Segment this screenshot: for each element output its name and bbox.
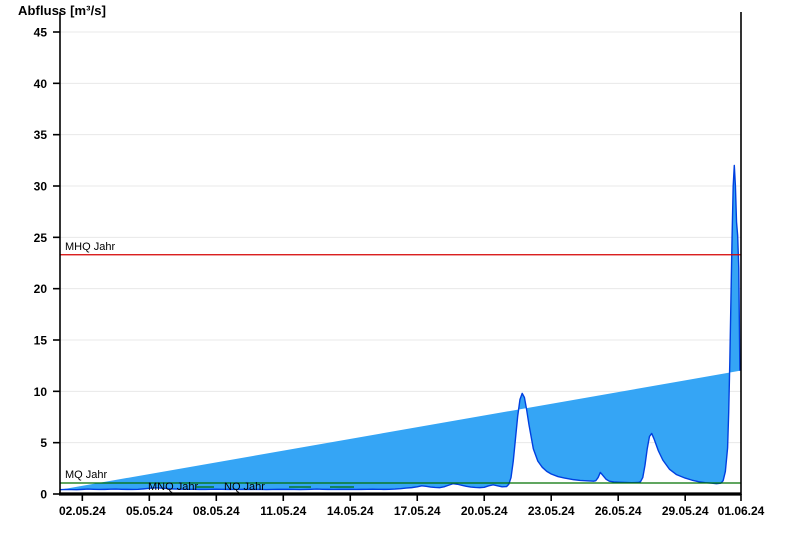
- x-tick-label: 20.05.24: [461, 504, 508, 518]
- threshold-label-mhq-jahr: MHQ Jahr: [65, 241, 115, 253]
- discharge-area-series: [59, 164, 741, 491]
- y-tick-label: 15: [34, 334, 48, 348]
- y-tick-label: 25: [34, 231, 48, 245]
- discharge-line: [59, 164, 741, 491]
- axis-group: [59, 12, 742, 496]
- threshold-labels-group: MHQ Jahr MQ Jahr MNQ Jahr NQ Jahr: [65, 241, 354, 493]
- x-tick-label: 08.05.24: [193, 504, 240, 518]
- y-tick-label: 20: [34, 282, 48, 296]
- page-title: Abfluss [m³/s]: [18, 3, 107, 18]
- x-tick-label: 17.05.24: [394, 504, 441, 518]
- x-tick-label: 23.05.24: [528, 504, 575, 518]
- threshold-label-nq-jahr: NQ Jahr: [224, 481, 265, 493]
- y-tick-label: 30: [34, 180, 48, 194]
- x-tick-label: 26.05.24: [595, 504, 642, 518]
- y-axis-ticks: 0 5 10 15 20 25 30 35 40 45: [34, 26, 60, 502]
- x-tick-label: 29.05.24: [662, 504, 709, 518]
- y-tick-label: 45: [34, 26, 48, 40]
- x-tick-label: 14.05.24: [327, 504, 374, 518]
- y-tick-label: 35: [34, 128, 48, 142]
- discharge-area-fill: [60, 165, 740, 490]
- x-tick-label: 11.05.24: [260, 504, 306, 518]
- x-tick-label: 05.05.24: [126, 504, 173, 518]
- gridlines-group: [60, 31, 741, 444]
- y-tick-label: 5: [40, 436, 47, 450]
- threshold-lines-group: [60, 254, 741, 484]
- x-tick-label: 01.06.24: [718, 504, 765, 518]
- y-tick-label: 0: [40, 488, 47, 502]
- threshold-label-mq-jahr: MQ Jahr: [65, 469, 108, 481]
- y-tick-label: 40: [34, 77, 48, 91]
- x-axis-ticks: 02.05.24 05.05.24 08.05.24 11.05.24 14.05.24…: [59, 494, 765, 518]
- y-tick-label: 10: [34, 385, 48, 399]
- x-tick-label: 02.05.24: [59, 504, 106, 518]
- threshold-label-mnq-jahr: MNQ Jahr: [148, 481, 198, 493]
